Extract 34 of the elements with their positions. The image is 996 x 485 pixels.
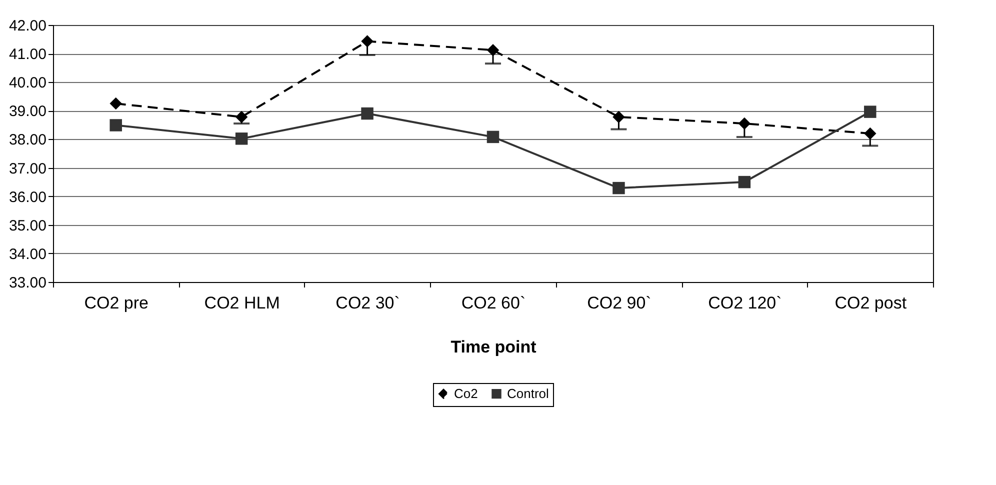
point (110, 119, 122, 132)
y-tick-label: 36.00 (8, 188, 46, 206)
y-tick-label: 41.00 (8, 46, 46, 64)
point (738, 176, 751, 188)
point (612, 182, 625, 194)
point (864, 106, 876, 118)
point (486, 130, 500, 144)
point (738, 117, 751, 130)
legend-label: Control (507, 386, 550, 401)
point (235, 132, 248, 145)
y-tick-label: 37.00 (8, 160, 46, 178)
x-tick-label: CO2 90` (587, 294, 652, 312)
y-tick-label: 38.00 (8, 132, 46, 149)
x-tick-label: CO2 120` (708, 294, 782, 312)
point (612, 110, 625, 124)
y-tick-label: 39.00 (8, 103, 46, 120)
x-tick-label: CO2 30` (336, 294, 400, 312)
point (110, 97, 122, 110)
y-tick-label: 35.00 (8, 217, 46, 234)
y-tick-label: 42.00 (8, 18, 46, 34)
legend-label: Co2 (454, 386, 478, 401)
point (486, 44, 500, 56)
x-tick-label: CO2 60` (461, 294, 526, 312)
y-tick-label: 34.00 (8, 246, 46, 263)
y-tick-label: 33.00 (8, 274, 46, 292)
x-tick-label: CO2 post (834, 294, 907, 312)
point (361, 107, 374, 120)
point (235, 110, 248, 124)
point (361, 35, 374, 48)
y-tick-label: 40.00 (8, 74, 46, 92)
point (864, 127, 876, 140)
x-tick-label: CO2 HLM (204, 294, 280, 312)
x-axis-title: Time point (450, 338, 537, 356)
x-tick-label: CO2 pre (84, 294, 148, 312)
